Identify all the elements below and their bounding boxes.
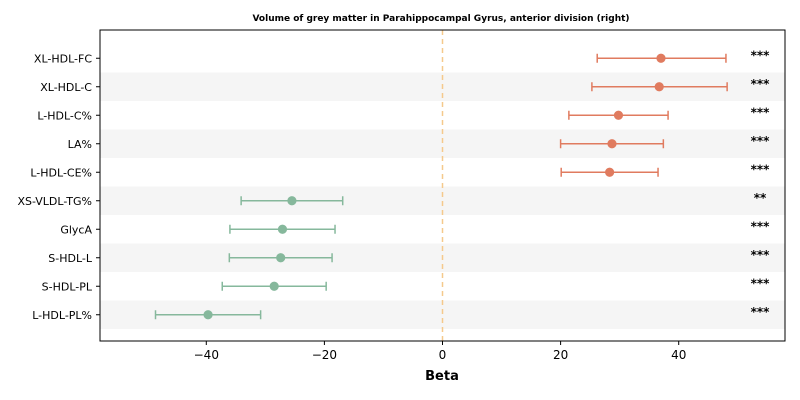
beta-point [656,53,666,63]
beta-point [607,139,617,149]
forest-row-marks: *** [596,48,771,63]
significance-label: *** [751,305,771,319]
forest-row-marks: *** [560,162,771,177]
chart-title: Volume of grey matter in Parahippocampal… [252,14,629,24]
y-tick-label: S-HDL-PL [42,280,93,293]
y-tick-label: L-HDL-C% [37,109,92,122]
forest-row-marks: *** [229,219,771,234]
row-band [100,129,785,158]
significance-label: *** [751,105,771,119]
significance-label: *** [751,162,771,176]
forest-row-marks: *** [154,305,771,320]
forest-row-marks: *** [591,77,771,92]
y-tick-label: XS-VLDL-TG% [17,195,92,208]
row-bands [100,72,785,329]
beta-point [654,82,664,92]
significance-label: ** [754,191,767,205]
forest-row-marks: *** [559,134,771,149]
significance-label: *** [751,77,771,91]
x-tick-label: −40 [194,348,219,362]
forest-row-marks: ** [240,191,767,206]
x-tick-label: 20 [553,348,568,362]
x-tick-label: 40 [671,348,686,362]
forest-row-marks: *** [568,105,771,120]
beta-point [277,224,288,234]
x-tick-label: 0 [439,348,447,362]
significance-label: *** [751,219,771,233]
forest-row-marks: *** [228,248,771,263]
y-tick-label: GlycA [60,223,92,236]
y-tick-label: XL-HDL-C [40,81,92,94]
beta-point [269,281,279,291]
plot-frame [99,29,786,342]
y-tick-label: S-HDL-L [48,252,93,265]
forest-row-marks: *** [221,276,771,291]
significance-label: *** [751,248,771,262]
y-axis-labels: XL-HDL-FC XL-HDL-C L-HDL-C% LA% L-HDL-CE% XS-… [17,52,100,322]
beta-point [613,110,624,120]
beta-point [287,196,297,206]
significance-label: *** [751,48,771,62]
x-axis: −40 −20 0 20 40 [194,341,686,362]
x-axis-label: Beta [425,369,459,384]
x-tick-label: −20 [312,348,337,362]
data-marks: ***************************** [154,48,771,320]
y-tick-label: XL-HDL-FC [34,52,92,65]
significance-label: *** [751,134,771,148]
beta-point [605,167,615,177]
y-tick-label: L-HDL-CE% [30,166,92,179]
beta-point [276,253,286,263]
y-tick-label: LA% [68,138,92,151]
y-tick-label: L-HDL-PL% [32,309,92,322]
beta-point [203,310,213,320]
significance-label: *** [751,276,771,290]
